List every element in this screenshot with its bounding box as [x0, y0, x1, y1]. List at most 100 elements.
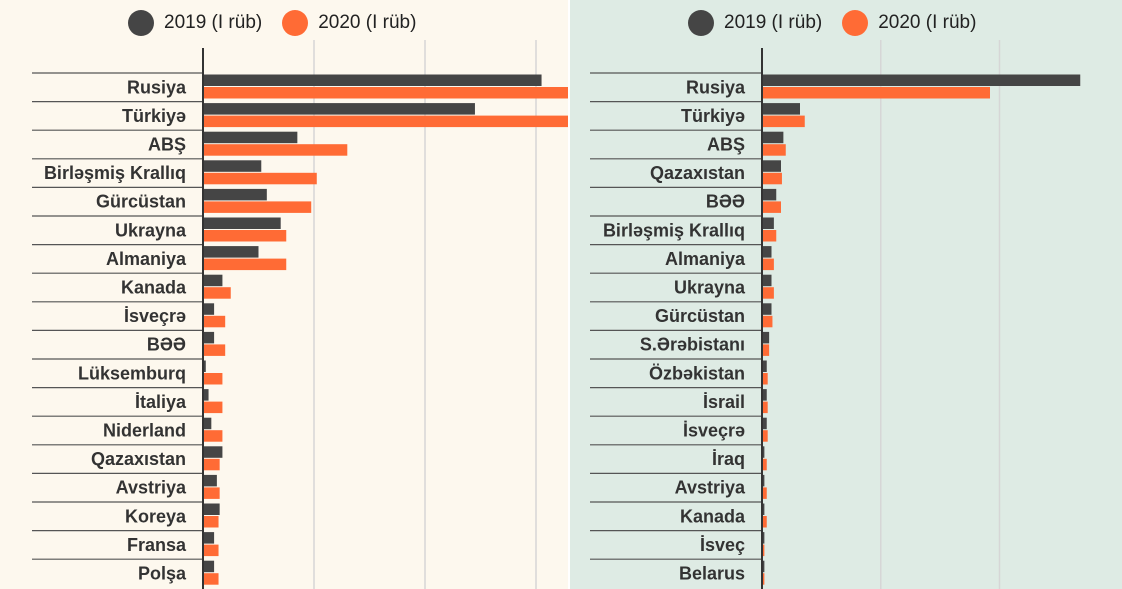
bar-2020	[203, 344, 226, 356]
bar-2019	[203, 246, 259, 258]
category-label: Almaniya	[665, 249, 746, 269]
legend-swatch-2019	[128, 10, 154, 36]
category-label: Özbəkistan	[649, 363, 745, 383]
category-label: Almaniya	[106, 249, 187, 269]
bar-2020	[762, 230, 777, 242]
bar-2020	[762, 487, 767, 499]
category-label: Birləşmiş Krallıq	[44, 163, 186, 183]
bar-2019	[203, 131, 298, 144]
bar-2020	[762, 430, 768, 442]
legend-swatch-2020	[282, 10, 309, 36]
category-label: Qazaxıstan	[91, 449, 186, 469]
bar-2019	[203, 503, 220, 515]
bar-2019	[762, 188, 777, 201]
bar-2019	[762, 560, 765, 573]
category-label: İraq	[712, 449, 745, 469]
bar-2019	[762, 103, 800, 115]
bar-2019	[762, 532, 765, 544]
bar-2019	[203, 103, 475, 115]
bar-2019	[203, 74, 542, 86]
bar-2019	[203, 331, 215, 344]
category-label: Lüksemburq	[78, 363, 186, 383]
bar-2019	[762, 360, 767, 372]
left-bar-chart: Rusiya Türkiyə ABŞ Birləşmiş Krallıq Gürcüst…	[32, 40, 568, 589]
bar-2020	[762, 287, 774, 299]
bar-2019	[762, 331, 770, 344]
legend-label-2019: 2019 (I rüb)	[724, 12, 823, 33]
bar-2019	[203, 160, 262, 172]
category-label: Türkiyə	[681, 106, 745, 126]
bar-2020	[203, 401, 223, 414]
bar-2019	[203, 303, 215, 315]
legend-item-2020: 2020 (I rüb)	[282, 10, 416, 36]
bar-2020	[203, 487, 220, 499]
legend-swatch-2019	[688, 10, 714, 36]
category-label: Avstriya	[675, 478, 746, 498]
bar-2019	[203, 446, 223, 458]
bar-2020	[762, 172, 782, 185]
category-label: BƏƏ	[147, 335, 186, 355]
legend-item-2020: 2020 (I rüb)	[842, 10, 976, 36]
category-label: Birləşmiş Krallıq	[603, 220, 745, 240]
left-legend: 2019 (I rüb) 2020 (I rüb)	[128, 8, 436, 38]
bar-2020	[762, 87, 990, 99]
bar-2020	[203, 430, 223, 442]
right-chart-panel: 2019 (I rüb) 2020 (I rüb) Rusiya Türkiyə A…	[570, 0, 1122, 589]
bar-2020	[203, 172, 317, 185]
left-chart-panel: 2019 (I rüb) 2020 (I rüb) Rusiya Türkiyə A…	[0, 0, 568, 589]
bar-2019	[203, 217, 281, 229]
bar-2019	[762, 474, 765, 487]
category-label: İsrail	[703, 392, 745, 412]
category-label: Kanada	[121, 278, 187, 298]
category-label: Rusiya	[127, 77, 187, 97]
category-label: Niderland	[103, 421, 186, 441]
bar-2020	[203, 287, 231, 299]
bar-2020	[203, 115, 568, 128]
bar-2020	[762, 573, 765, 585]
bar-2020	[203, 315, 226, 328]
bar-2019	[762, 131, 784, 144]
bar-2020	[203, 458, 220, 471]
bar-2020	[203, 516, 219, 528]
category-label: Belarus	[679, 564, 745, 584]
bar-2019	[203, 560, 215, 573]
bar-2020	[762, 144, 786, 156]
category-label: Gürcüstan	[96, 192, 186, 212]
bar-2020	[762, 344, 770, 356]
category-label: S.Ərəbistanı	[640, 335, 745, 355]
bar-2019	[762, 217, 774, 229]
bar-2020	[203, 373, 223, 385]
legend-label-2020: 2020 (I rüb)	[878, 12, 977, 33]
bar-2020	[203, 201, 312, 213]
category-label: Rusiya	[686, 77, 746, 97]
legend-item-2019: 2019 (I rüb)	[688, 10, 822, 36]
category-label: BƏƏ	[706, 192, 745, 212]
bar-2020	[203, 258, 287, 271]
category-label: Gürcüstan	[655, 306, 745, 326]
bar-2019	[203, 532, 215, 544]
category-label: Türkiyə	[122, 106, 186, 126]
category-label: Koreya	[125, 506, 187, 526]
bar-2020	[762, 516, 767, 528]
bar-2020	[203, 573, 219, 585]
bar-2020	[762, 201, 781, 213]
bar-2019	[762, 74, 1081, 86]
bar-2020	[762, 544, 765, 557]
bar-2020	[762, 401, 768, 414]
category-label: Fransa	[127, 535, 187, 555]
bar-2019	[762, 417, 767, 430]
category-label: Polşa	[138, 564, 187, 584]
category-label: Kanada	[680, 506, 746, 526]
bar-2020	[203, 544, 219, 557]
bar-2019	[203, 417, 212, 430]
bar-2020	[203, 230, 287, 242]
category-label: İtaliya	[135, 392, 187, 412]
bar-2020	[762, 115, 805, 128]
legend-swatch-2020	[842, 10, 869, 36]
bar-2019	[203, 360, 206, 372]
bar-2019	[762, 303, 772, 315]
bar-2019	[203, 188, 267, 201]
bar-2020	[762, 458, 767, 471]
bar-2020	[762, 373, 768, 385]
category-label: ABŞ	[148, 135, 186, 155]
